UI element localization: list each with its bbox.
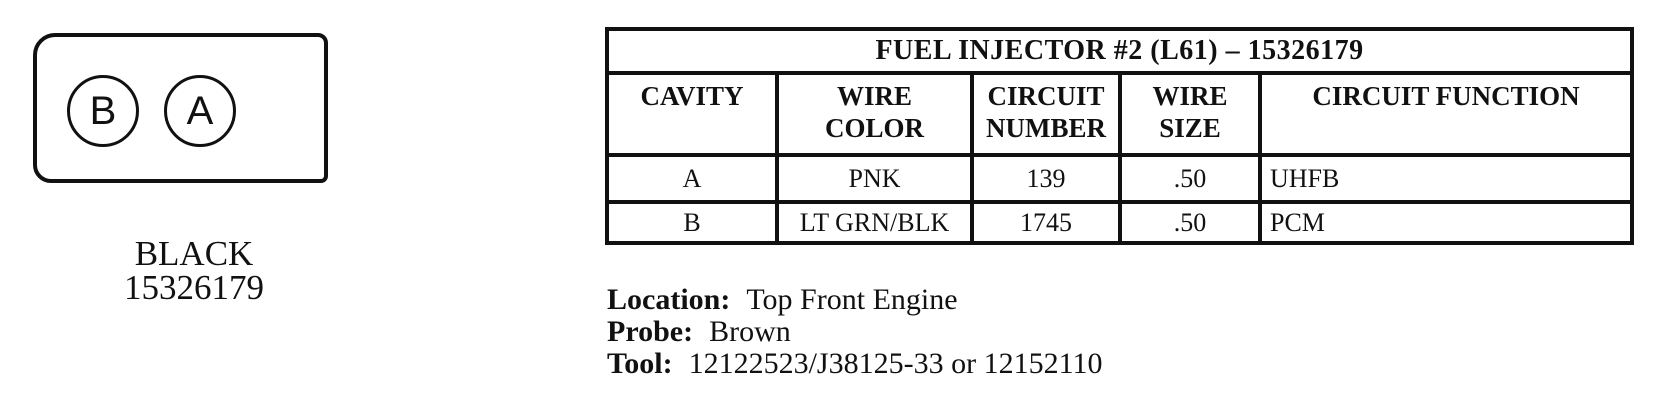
column-header-wire-color: WIRE COLOR	[775, 71, 974, 157]
table-row-a: A PNK 139 .50 UHFB	[605, 153, 1635, 204]
probe-value: Brown	[709, 315, 791, 348]
cell-wire-size: .50	[1118, 153, 1262, 204]
cell-wire-color: PNK	[775, 153, 974, 204]
table-row-b: B LT GRN/BLK 1745 .50 PCM	[605, 200, 1635, 245]
cell-circuit-number: 1745	[970, 200, 1122, 245]
details-block: Location: Top Front Engine Probe: Brown To…	[607, 284, 1102, 380]
table-title: FUEL INJECTOR #2 (L61) – 15326179	[604, 27, 1635, 75]
column-header-circuit-function: CIRCUIT FUNCTION	[1257, 71, 1635, 157]
connector-color: BLACK	[134, 234, 254, 273]
cell-cavity: B	[605, 200, 779, 245]
probe-label: Probe:	[607, 315, 694, 348]
cell-wire-color: LT GRN/BLK	[775, 200, 974, 245]
location-value: Top Front Engine	[746, 283, 958, 316]
column-header-wire-size: WIRE SIZE	[1118, 71, 1262, 157]
table-title-row: FUEL INJECTOR #2 (L61) – 15326179	[604, 27, 1635, 75]
cell-wire-size: .50	[1118, 200, 1262, 245]
connector-part-number: 15326179	[124, 268, 264, 307]
table-header-row: CAVITY WIRE COLOR CIRCUIT NUMBER WIRE SI…	[605, 71, 1635, 157]
cavity-b-circle: B	[67, 75, 139, 147]
cell-circuit-function: UHFB	[1257, 153, 1635, 204]
cell-cavity: A	[605, 153, 779, 204]
cell-circuit-function: PCM	[1257, 200, 1635, 245]
location-label: Location:	[607, 283, 731, 316]
probe-line: Probe: Brown	[607, 316, 1102, 348]
column-header-circuit-number: CIRCUIT NUMBER	[970, 71, 1122, 157]
tool-label: Tool:	[607, 347, 673, 380]
cavity-a-label: A	[186, 89, 214, 133]
connector-face-diagram: B A	[33, 33, 328, 183]
cell-circuit-number: 139	[970, 153, 1122, 204]
location-line: Location: Top Front Engine	[607, 284, 1102, 316]
pinout-table: FUEL INJECTOR #2 (L61) – 15326179 CAVITY…	[604, 27, 1635, 245]
cavity-a-circle: A	[164, 75, 236, 147]
cavity-b-label: B	[89, 89, 117, 133]
column-header-cavity: CAVITY	[605, 71, 779, 157]
tool-value: 12122523/J38125-33 or 12152110	[688, 347, 1103, 380]
tool-line: Tool: 12122523/J38125-33 or 12152110	[607, 348, 1102, 380]
connector-label: BLACK 15326179	[84, 234, 304, 307]
